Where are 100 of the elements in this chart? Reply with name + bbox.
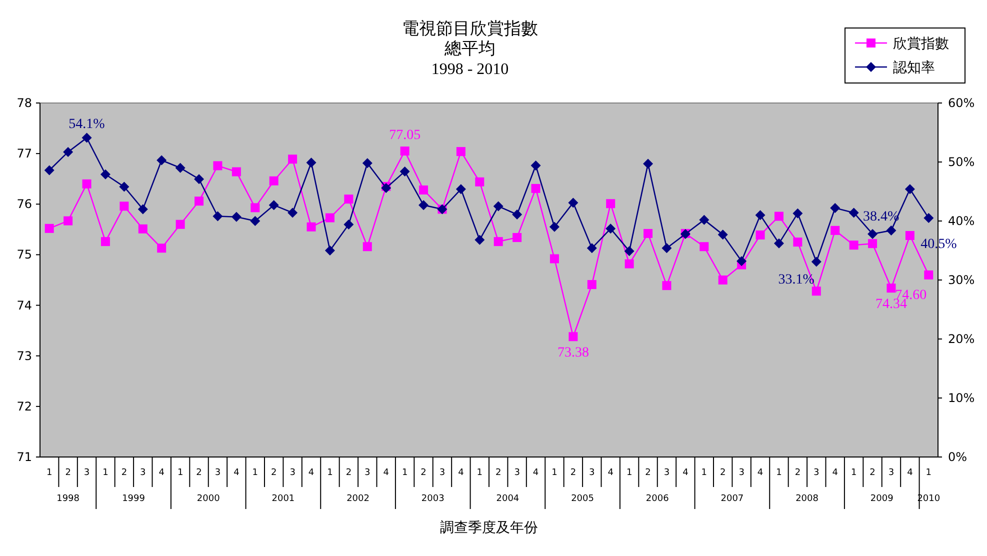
point	[904, 184, 915, 194]
point	[886, 225, 896, 236]
x-tick-label: 1	[102, 468, 108, 478]
point	[175, 162, 186, 173]
point	[643, 158, 654, 169]
point	[774, 238, 784, 248]
x-tick-label: 4	[158, 468, 165, 478]
point	[194, 174, 204, 184]
x-tick-label: 3	[738, 468, 744, 478]
x-tick-label: 1	[552, 468, 558, 478]
point	[793, 238, 802, 247]
point	[194, 196, 204, 206]
x-tick-label: 2	[570, 468, 576, 478]
point	[250, 203, 260, 212]
x-tick-label: 1	[776, 468, 782, 478]
y2-tick-label: 20%	[948, 332, 975, 346]
x-tick-label: 4	[682, 468, 689, 478]
x-tick-label: 3	[589, 468, 595, 478]
legend-label: 認知率	[893, 60, 935, 76]
x-tick-label: 4	[308, 468, 314, 478]
legend-label: 欣賞指數	[893, 36, 949, 52]
point	[736, 256, 747, 266]
text: 2001	[272, 494, 295, 504]
point	[138, 204, 148, 214]
point	[100, 169, 110, 180]
x-tick-label: 2	[65, 468, 71, 478]
text: 2002	[346, 494, 370, 504]
x-tick-label: 2	[420, 468, 426, 478]
point	[268, 200, 279, 210]
point	[44, 165, 54, 176]
y-tick-label: 76	[16, 197, 32, 212]
point	[755, 210, 766, 220]
x-tick-label: 3	[214, 468, 221, 478]
x-tick-label: 4	[608, 468, 614, 478]
x-tick-label: 2	[720, 468, 726, 478]
point	[848, 208, 859, 218]
point	[868, 228, 878, 239]
point	[288, 208, 298, 218]
point	[644, 228, 653, 238]
x-tick-label: 4	[832, 468, 838, 478]
point	[456, 147, 466, 156]
point	[812, 286, 821, 296]
x-tick-label: 1	[177, 468, 184, 478]
text: 2005	[571, 494, 594, 504]
point	[100, 237, 110, 246]
data-label: 77.05	[389, 128, 421, 144]
point	[624, 246, 634, 256]
y-tick-label: 73	[16, 348, 32, 363]
point	[82, 179, 92, 188]
x-tick-label: 3	[514, 468, 520, 478]
point	[362, 242, 372, 252]
y2-tick-label: 10%	[948, 391, 975, 405]
x-tick-label: 4	[757, 468, 764, 478]
x-tick-label: 1	[850, 468, 857, 478]
point	[324, 246, 335, 256]
x-tick-label: 4	[907, 468, 914, 478]
chart-subtitle: 總平均 1998 - 2010	[431, 39, 509, 78]
x-tick-label: 2	[346, 468, 352, 478]
point	[231, 212, 242, 222]
text: 2009	[870, 494, 894, 504]
x-tick-label: 1	[402, 468, 408, 478]
x-tick-label: 3	[364, 468, 370, 478]
point	[250, 216, 260, 226]
x-axis-title: 調查季度及年份	[440, 520, 538, 536]
point	[44, 224, 54, 233]
point	[568, 198, 578, 208]
point	[475, 177, 484, 186]
x-tick-label: 3	[439, 468, 446, 478]
point	[718, 276, 728, 284]
point	[662, 281, 672, 290]
point	[830, 203, 840, 214]
point	[830, 226, 840, 235]
text: 2006	[646, 494, 670, 504]
x-tick-label: 2	[196, 468, 202, 478]
x-tick-label: 1	[476, 468, 483, 478]
x-tick-label: 3	[664, 468, 670, 478]
y-tick-label: 72	[16, 399, 32, 414]
text: 2003	[421, 494, 444, 504]
x-tick-label: 4	[234, 468, 240, 478]
x-tick-label: 4	[458, 468, 464, 478]
point	[176, 220, 185, 229]
point	[63, 146, 74, 157]
point	[700, 242, 709, 252]
y-tick-label: 78	[16, 96, 32, 110]
x-tick-label: 1	[701, 468, 708, 478]
point	[530, 160, 541, 171]
point	[924, 213, 934, 224]
point	[587, 280, 596, 290]
point	[924, 270, 934, 280]
text: 2004	[496, 494, 520, 504]
data-label: 54.1%	[68, 116, 106, 132]
point	[119, 182, 130, 192]
point	[213, 161, 222, 170]
x-tick-label: 3	[814, 468, 820, 478]
point	[418, 200, 429, 210]
point	[325, 213, 334, 222]
x-tick-label: 2	[794, 468, 801, 478]
point	[362, 158, 372, 168]
x-tick-label: 1	[252, 468, 258, 478]
text: 2007	[720, 494, 744, 504]
